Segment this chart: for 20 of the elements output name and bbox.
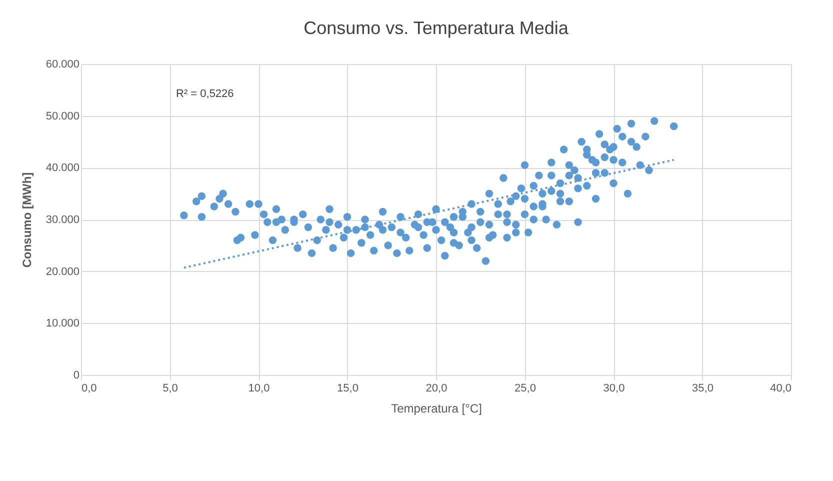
y-tick-label: 20.000 — [46, 266, 80, 278]
chart-title: Consumo vs. Temperatura Media — [304, 18, 570, 38]
annotation: R² = 0,5226 — [176, 88, 234, 100]
x-tick-label: 30,0 — [603, 382, 625, 394]
x-tick-label: 10,0 — [248, 382, 270, 394]
x-tick-label: 40,0 — [770, 382, 792, 394]
x-tick-label: 5,0 — [162, 382, 178, 394]
x-tick-label: 15,0 — [337, 382, 358, 394]
y-tick-label: 40.000 — [46, 162, 80, 174]
y-tick-label: 30.000 — [46, 214, 80, 226]
y-tick-label: 0 — [73, 370, 80, 382]
y-tick-label: 50.000 — [46, 110, 80, 122]
x-tick-label: 20,0 — [426, 382, 448, 394]
x-tick-label: 25,0 — [514, 382, 536, 394]
x-axis-title: Temperatura [°C] — [391, 402, 482, 416]
y-axis-title: Consumo [MWh] — [20, 172, 34, 268]
y-tick-label: 60.000 — [46, 58, 80, 70]
y-tick-label: 10.000 — [46, 318, 80, 330]
x-tick-label: 35,0 — [692, 382, 714, 394]
x-tick-label: 0,0 — [82, 382, 97, 394]
